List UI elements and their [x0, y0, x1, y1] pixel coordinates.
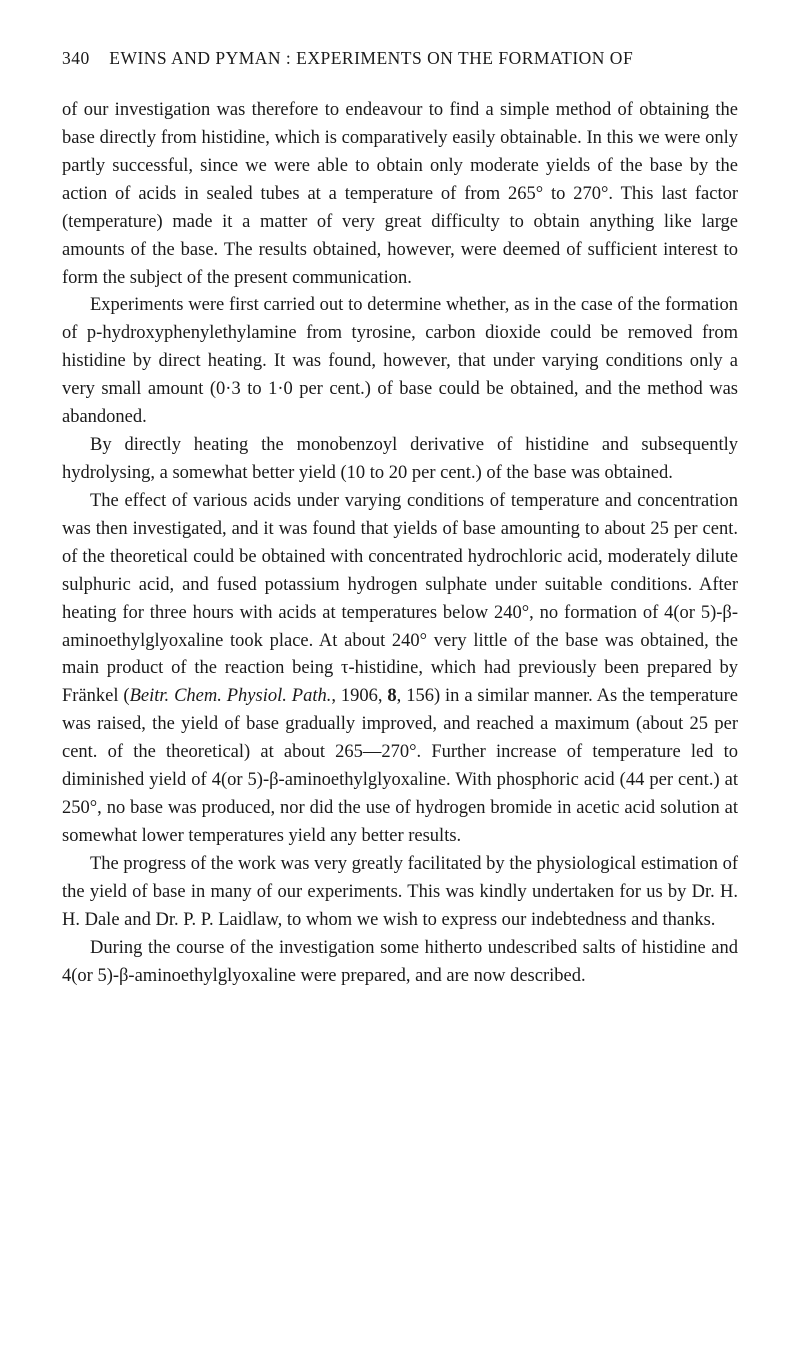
p4-text-1: The effect of various acids under varyin…: [62, 491, 738, 706]
header-title: EWINS AND PYMAN : EXPERIMENTS ON THE FOR…: [109, 48, 633, 68]
paragraph-6: During the course of the investigation s…: [62, 935, 738, 991]
paragraph-1: of our investigation was therefore to en…: [62, 97, 738, 292]
paragraph-2: Experiments were first carried out to de…: [62, 292, 738, 432]
p4-text-3: , 156) in a similar manner. As the tempe…: [62, 686, 738, 846]
page-header: 340 EWINS AND PYMAN : EXPERIMENTS ON THE…: [62, 48, 738, 69]
p4-text-2: , 1906,: [331, 686, 387, 706]
page-number: 340: [62, 48, 90, 68]
paragraph-3: By directly heating the monobenzoyl deri…: [62, 432, 738, 488]
paragraph-4: The effect of various acids under varyin…: [62, 488, 738, 851]
paragraph-5: The progress of the work was very greatl…: [62, 851, 738, 935]
p4-citation-italic: Beitr. Chem. Physiol. Path.: [130, 686, 332, 706]
p4-volume-bold: 8: [387, 686, 396, 706]
